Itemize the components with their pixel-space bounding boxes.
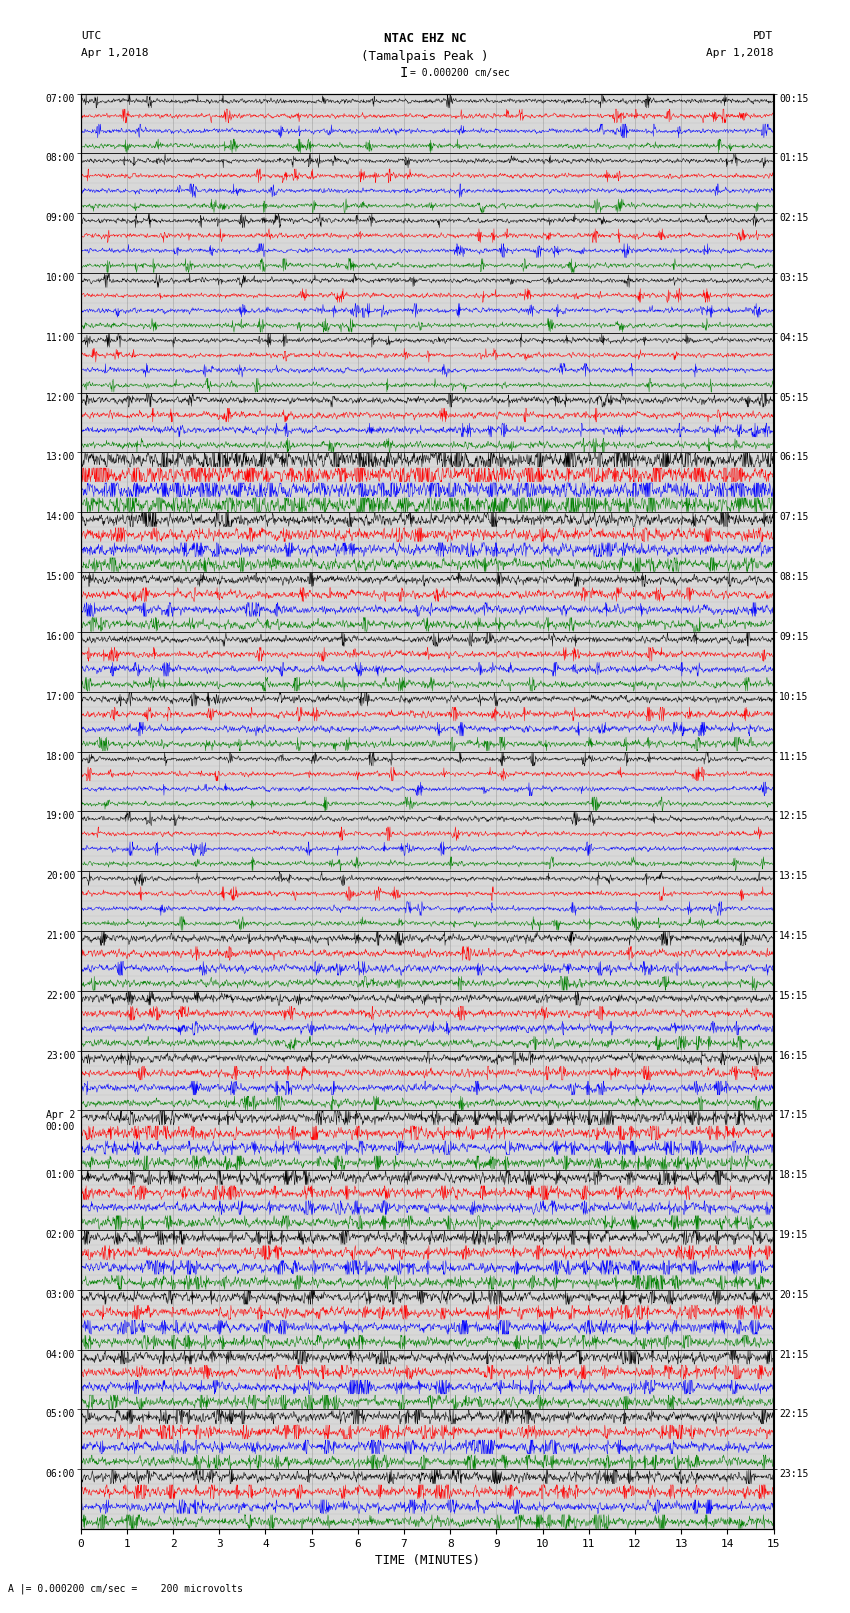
Text: PDT: PDT [753, 31, 774, 40]
Text: I: I [400, 66, 408, 81]
X-axis label: TIME (MINUTES): TIME (MINUTES) [375, 1555, 479, 1568]
Text: Apr 1,2018: Apr 1,2018 [706, 48, 774, 58]
Text: NTAC EHZ NC: NTAC EHZ NC [383, 32, 467, 45]
Text: A |= 0.000200 cm/sec =    200 microvolts: A |= 0.000200 cm/sec = 200 microvolts [8, 1582, 243, 1594]
Text: (Tamalpais Peak ): (Tamalpais Peak ) [361, 50, 489, 63]
Text: Apr 1,2018: Apr 1,2018 [81, 48, 148, 58]
Text: UTC: UTC [81, 31, 101, 40]
Text: = 0.000200 cm/sec: = 0.000200 cm/sec [410, 68, 509, 77]
